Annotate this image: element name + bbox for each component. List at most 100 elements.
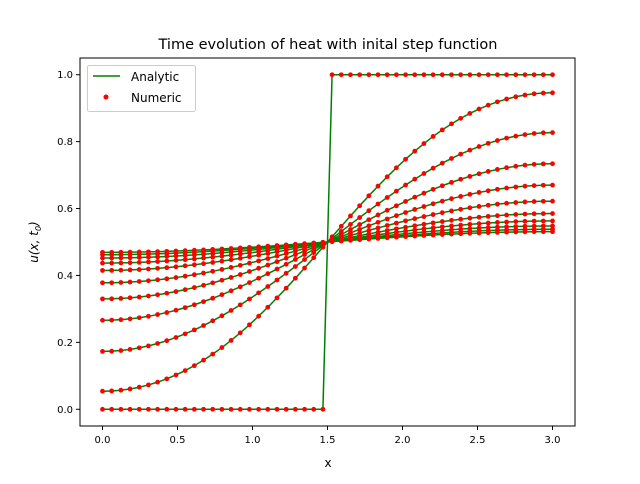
numeric-point	[504, 185, 509, 191]
numeric-point	[348, 222, 353, 227]
numeric-point	[237, 245, 243, 251]
numeric-point	[357, 237, 363, 243]
numeric-point	[522, 211, 528, 217]
numeric-point	[513, 133, 519, 139]
numeric-point	[504, 72, 509, 78]
numeric-point	[155, 379, 161, 385]
numeric-point	[201, 282, 206, 288]
numeric-point	[357, 203, 363, 209]
numeric-point	[265, 304, 271, 310]
numeric-point	[127, 347, 133, 352]
numeric-point	[155, 265, 161, 271]
numeric-point	[302, 241, 307, 247]
numeric-point	[182, 257, 188, 263]
numeric-point	[191, 247, 197, 253]
numeric-point	[274, 277, 280, 283]
y-tick-label: 1.0	[57, 70, 73, 81]
numeric-point	[366, 72, 372, 78]
numeric-point	[201, 255, 206, 261]
numeric-point	[182, 287, 188, 293]
numeric-point	[540, 198, 546, 204]
numeric-point	[403, 72, 408, 78]
numeric-point	[430, 225, 436, 231]
numeric-point	[127, 267, 133, 273]
numeric-point	[311, 240, 317, 246]
numeric-point	[458, 206, 464, 212]
numeric-point	[146, 278, 151, 284]
numeric-point	[430, 165, 436, 171]
numeric-point	[495, 201, 500, 207]
numeric-point	[118, 317, 124, 323]
numeric-point	[412, 207, 418, 212]
numeric-point	[210, 351, 216, 357]
numeric-point	[219, 292, 225, 298]
numeric-point	[513, 219, 519, 225]
numeric-point	[430, 212, 436, 217]
numeric-point	[430, 220, 436, 226]
numeric-point	[109, 255, 115, 261]
numeric-point	[210, 247, 216, 252]
numeric-point	[247, 322, 252, 328]
y-tick-label: 0.8	[57, 137, 73, 148]
numeric-point	[302, 406, 307, 412]
numeric-point	[531, 223, 537, 229]
numeric-point	[357, 72, 363, 78]
numeric-point	[247, 406, 252, 412]
numeric-point	[540, 182, 546, 188]
numeric-point	[136, 294, 142, 300]
numeric-point	[522, 183, 528, 189]
x-tick-label: 1.5	[320, 435, 336, 446]
numeric-point	[256, 313, 262, 319]
numeric-point	[237, 302, 243, 308]
numeric-point	[458, 194, 464, 199]
numeric-point	[118, 280, 124, 285]
numeric-point	[100, 296, 105, 302]
chart-title: Time evolution of heat with inital step …	[158, 37, 498, 53]
y-tick-label: 0.2	[57, 338, 73, 349]
numeric-point	[146, 249, 151, 255]
numeric-point	[522, 92, 528, 98]
numeric-point	[292, 264, 298, 269]
numeric-point	[265, 271, 271, 277]
numeric-point	[100, 317, 105, 323]
numeric-point	[439, 160, 445, 166]
numeric-point	[155, 406, 161, 412]
numeric-point	[302, 265, 307, 271]
numeric-point	[146, 313, 151, 319]
numeric-point	[412, 72, 418, 78]
numeric-point	[191, 302, 197, 308]
numeric-point	[219, 267, 225, 272]
numeric-point	[118, 260, 124, 266]
numeric-point	[540, 211, 546, 217]
numeric-point	[118, 348, 124, 353]
numeric-point	[439, 127, 445, 133]
numeric-point	[467, 230, 473, 236]
numeric-point	[109, 317, 115, 323]
numeric-point	[375, 212, 381, 218]
numeric-point	[412, 216, 418, 222]
numeric-point	[109, 348, 115, 354]
numeric-point	[550, 130, 555, 136]
numeric-point	[540, 90, 546, 96]
numeric-point	[201, 261, 206, 267]
numeric-point	[292, 241, 298, 247]
numeric-point	[237, 284, 243, 290]
numeric-point	[366, 227, 372, 233]
numeric-point	[403, 218, 408, 224]
numeric-point	[136, 315, 142, 321]
x-tick-label: 0.0	[95, 435, 111, 446]
numeric-point	[375, 183, 381, 189]
numeric-point	[219, 246, 225, 252]
numeric-point	[127, 255, 133, 261]
numeric-point	[430, 134, 436, 139]
numeric-point	[191, 262, 197, 268]
numeric-point	[430, 201, 436, 207]
numeric-point	[237, 330, 243, 336]
numeric-point	[210, 295, 216, 301]
numeric-point	[201, 323, 206, 328]
numeric-point	[265, 256, 271, 261]
numeric-point	[191, 327, 197, 333]
numeric-point	[467, 147, 473, 153]
numeric-point	[430, 186, 436, 192]
x-tick-label: 2.0	[395, 435, 411, 446]
